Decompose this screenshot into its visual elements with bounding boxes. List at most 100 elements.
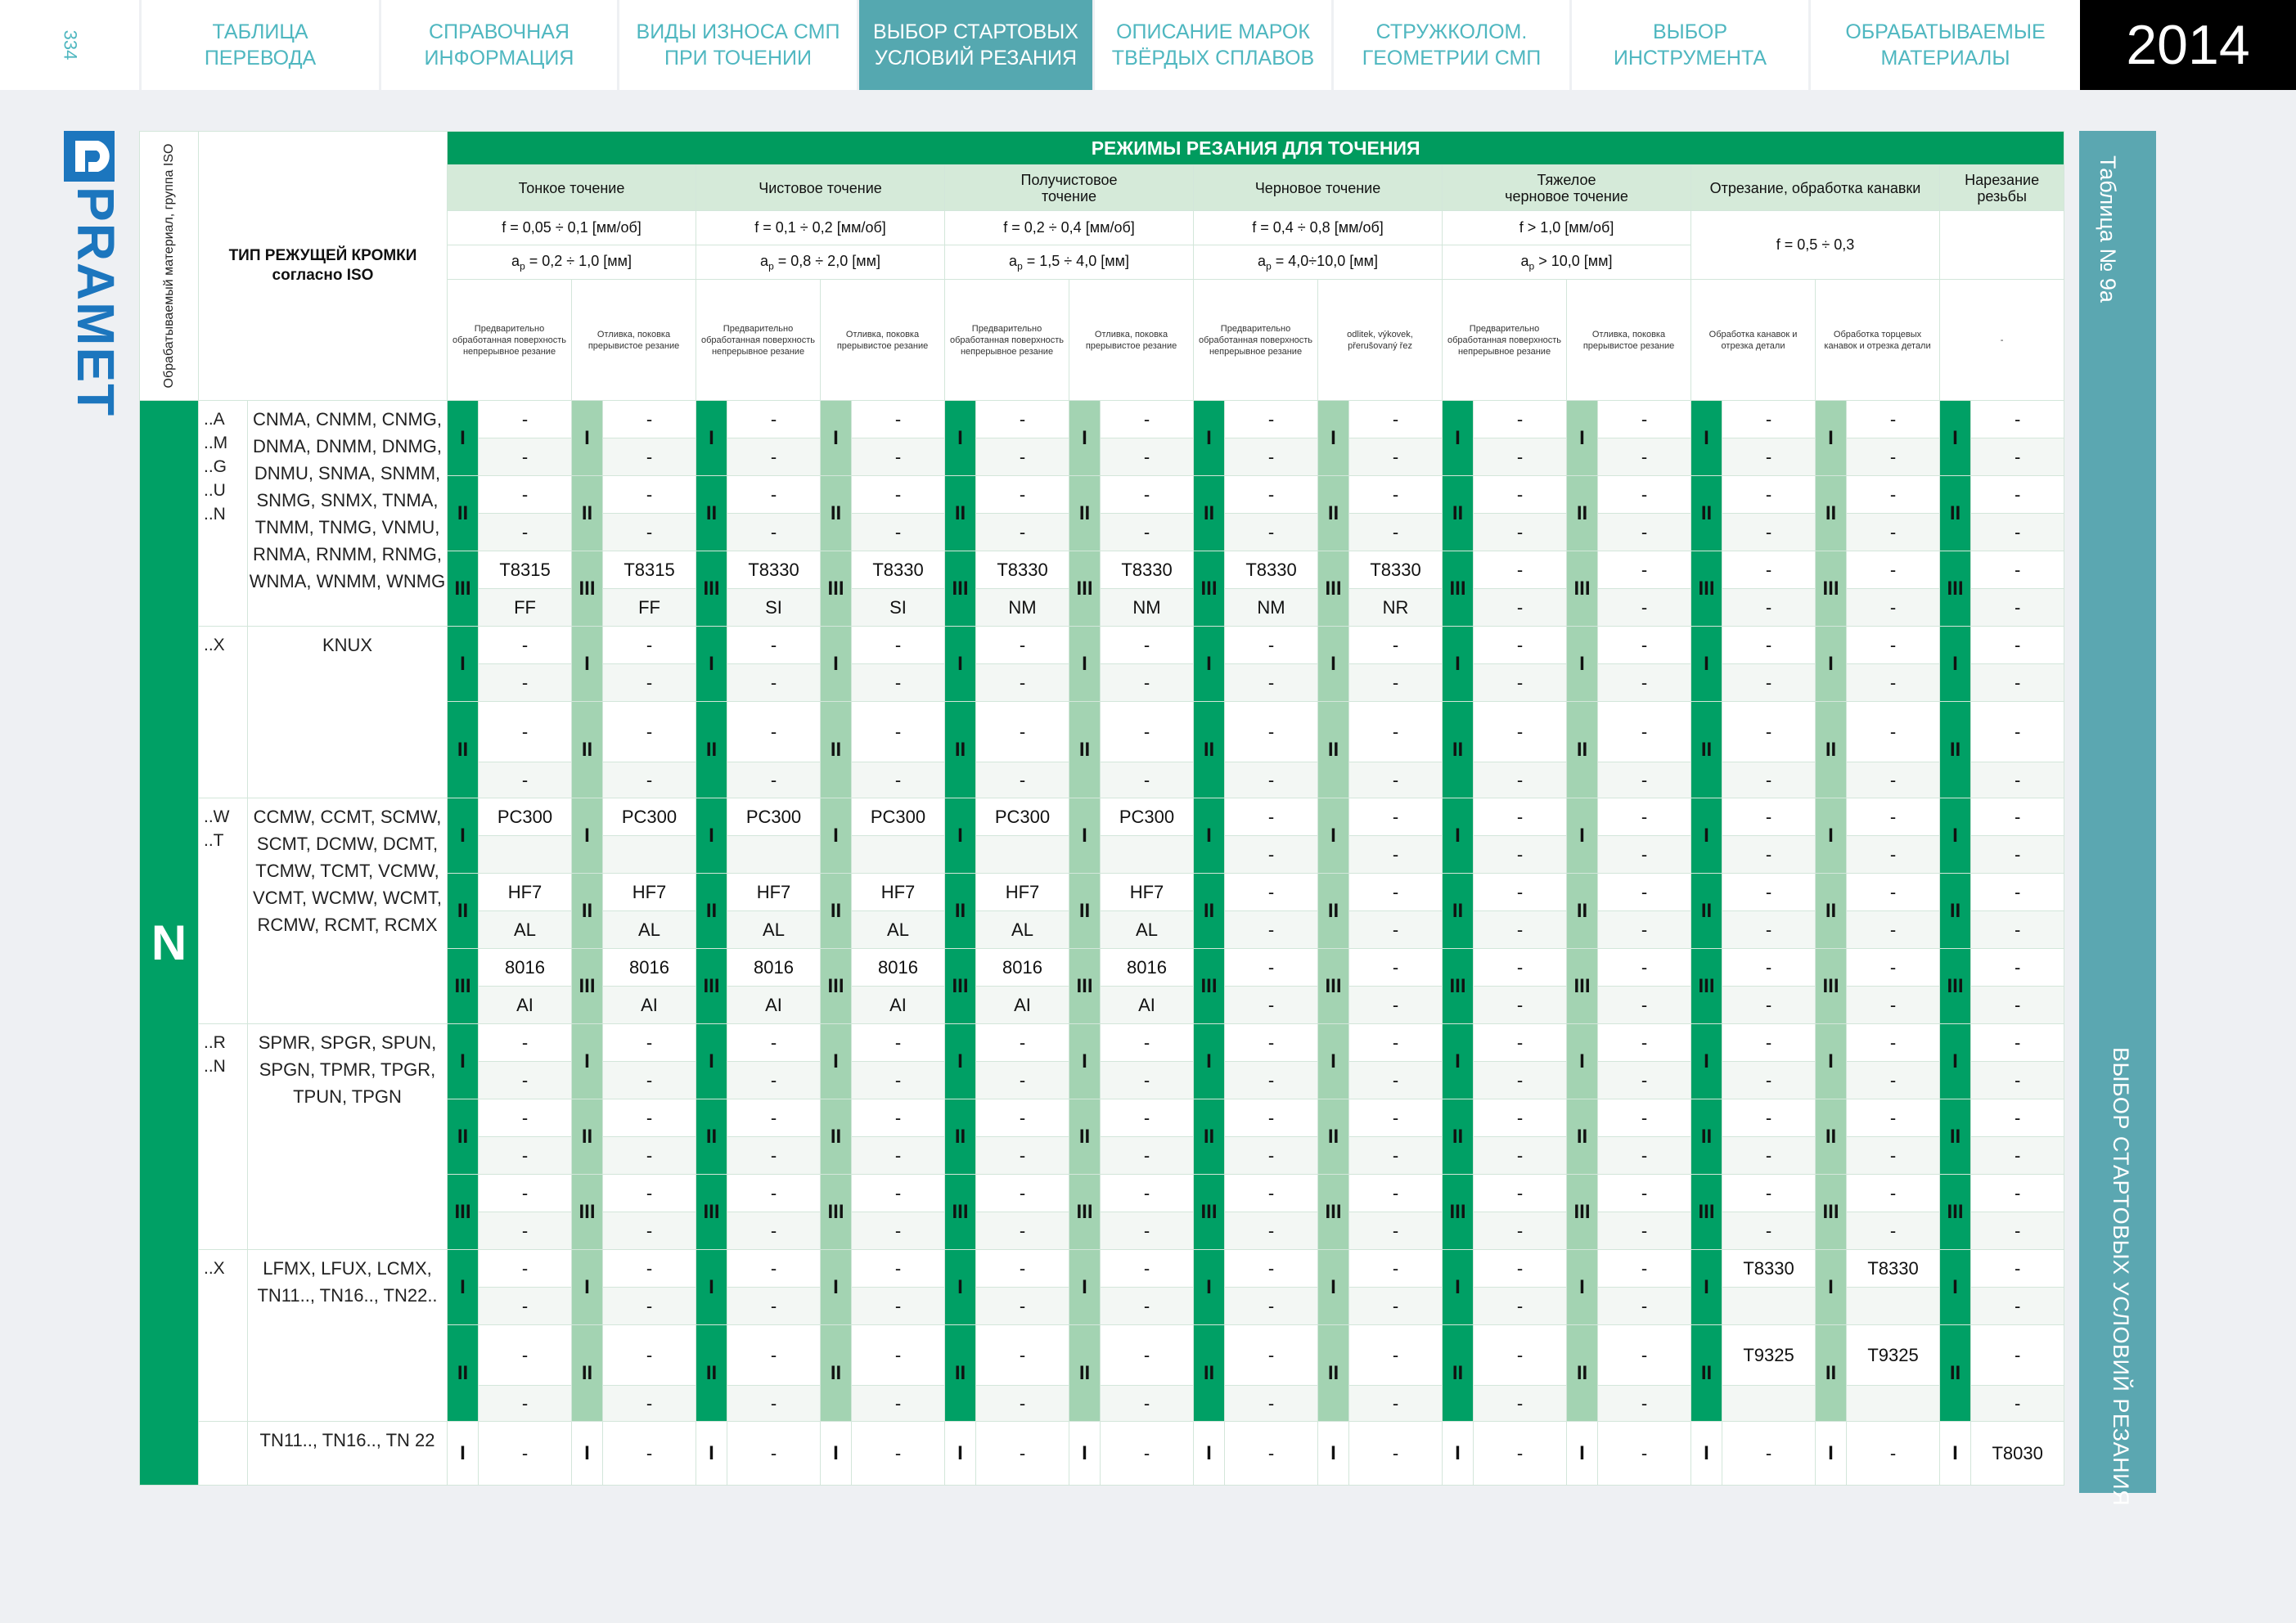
machining-stability-marker: III — [696, 1174, 728, 1250]
feed-value: f = 0,4 ÷ 0,8 [мм/об] — [1193, 210, 1443, 245]
grade-cell: - — [1473, 835, 1568, 874]
grade-cell: - — [1597, 835, 1692, 874]
grade-cell: - — [1846, 762, 1941, 798]
grade-cell: - — [1348, 835, 1443, 874]
header-row-conditions: Предварительно обработанная поверхность … — [140, 279, 2065, 401]
grade-cell — [1846, 1385, 1941, 1422]
grade-cell: - — [1224, 475, 1319, 514]
machining-stability-marker: II — [447, 1099, 479, 1175]
machining-stability-marker: I — [571, 1023, 604, 1099]
grade-cell: - — [1348, 1099, 1443, 1137]
grade-cell: - — [1473, 1249, 1568, 1288]
grade-cell: - — [727, 1385, 822, 1422]
grade-cell: - — [975, 513, 1070, 551]
grade-cell: - — [1224, 701, 1319, 762]
machining-stability-marker: II — [1690, 1324, 1723, 1422]
grade-cell: - — [727, 1174, 822, 1212]
operation-header: Чистовое точение — [696, 164, 946, 211]
grade-cell: - — [1722, 910, 1817, 949]
machining-stability-marker: I — [1939, 626, 1972, 702]
grade-cell: 8016 — [727, 948, 822, 987]
machining-stability-marker: III — [1939, 948, 1972, 1024]
machining-stability-marker: I — [696, 400, 728, 476]
machining-stability-marker: I — [1566, 626, 1599, 702]
grade-cell: - — [851, 1421, 946, 1486]
grade-cell: - — [727, 400, 822, 438]
ap-subscript: p — [1017, 260, 1023, 272]
machining-stability-marker: II — [1317, 1324, 1350, 1422]
machining-stability-marker: I — [571, 400, 604, 476]
grade-cell: - — [1970, 1385, 2065, 1422]
grade-cell: - — [1722, 588, 1817, 627]
machining-stability-marker: II — [696, 1324, 728, 1422]
grade-cell: - — [1597, 798, 1692, 836]
header-row-feed: f = 0,05 ÷ 0,1 [мм/об] f = 0,1 ÷ 0,2 [мм/… — [140, 210, 2065, 280]
grade-cell: - — [1348, 626, 1443, 664]
grade-cell: - — [1846, 873, 1941, 911]
grade-cell: - — [602, 438, 697, 476]
nav-tab-6[interactable]: СТРУЖКОЛОМ. ГЕОМЕТРИИ СМП — [1331, 0, 1569, 90]
machining-stability-marker: II — [696, 873, 728, 949]
grade-cell: - — [1224, 910, 1319, 949]
machining-stability-marker: II — [1193, 701, 1226, 798]
ap-symbol: a — [760, 252, 769, 269]
grade-cell: - — [1597, 663, 1692, 702]
grade-cell: - — [1846, 835, 1941, 874]
machining-stability-marker: II — [696, 1099, 728, 1175]
machining-stability-marker: I — [820, 626, 853, 702]
depth-value: ap = 4,0÷10,0 [мм] — [1193, 245, 1443, 280]
grade-cell: - — [975, 701, 1070, 762]
machining-stability-marker: II — [1815, 873, 1848, 949]
condition-header: Предварительно обработанная поверхность … — [447, 279, 573, 401]
nav-tab-5[interactable]: ОПИСАНИЕ МАРОК ТВЁРДЫХ СПЛАВОВ — [1092, 0, 1331, 90]
nav-tab-1[interactable]: ТАБЛИЦА ПЕРЕВОДА — [139, 0, 379, 90]
table-row: II - II - II - II - II - II - II - II - II - II - II T9325 II T… — [140, 1324, 2065, 1422]
machining-stability-marker: III — [447, 1174, 479, 1250]
grooving-header: Отрезание, обработка канавки — [1690, 164, 1941, 211]
nav-tab-3[interactable]: ВИДЫ ИЗНОСА СМП ПРИ ТОЧЕНИИ — [617, 0, 857, 90]
nav-tab-4[interactable]: ВЫБОР СТАРТОВЫХ УСЛОВИЙ РЕЗАНИЯ — [857, 0, 1092, 90]
grade-cell: - — [1348, 1249, 1443, 1288]
machining-stability-marker: I — [820, 1421, 853, 1486]
machining-stability-marker: III — [1193, 551, 1226, 627]
machining-stability-marker: II — [1069, 1324, 1101, 1422]
grade-cell: - — [1348, 513, 1443, 551]
grade-cell: - — [478, 513, 573, 551]
grade-cell: - — [1473, 1385, 1568, 1422]
grade-cell: - — [602, 1324, 697, 1386]
machining-stability-marker: III — [820, 948, 853, 1024]
condition-header: Предварительно обработанная поверхность … — [944, 279, 1070, 401]
cutting-data-table: Обрабатываемый материал, группа ISO ТИП Р… — [139, 131, 2065, 1486]
grade-cell: - — [602, 1287, 697, 1325]
grade-cell: - — [975, 1385, 1070, 1422]
grade-cell: - — [478, 1324, 573, 1386]
nav-tab-2[interactable]: СПРАВОЧНАЯ ИНФОРМАЦИЯ — [379, 0, 617, 90]
grade-cell: - — [1722, 663, 1817, 702]
feed-value: f > 1,0 [мм/об] — [1442, 210, 1692, 245]
machining-stability-marker: II — [571, 1099, 604, 1175]
grade-cell: - — [1473, 663, 1568, 702]
machining-stability-marker: I — [1815, 1249, 1848, 1325]
grade-cell: AL — [602, 910, 697, 949]
nav-tab-7[interactable]: ВЫБОР ИНСТРУМЕНТА — [1569, 0, 1808, 90]
machining-stability-marker: I — [1442, 1249, 1474, 1325]
grade-cell: - — [1348, 1385, 1443, 1422]
machining-stability-marker: I — [1442, 626, 1474, 702]
grade-cell: - — [1846, 663, 1941, 702]
grade-cell: - — [1597, 438, 1692, 476]
machining-stability-marker: I — [447, 798, 479, 874]
grade-cell: - — [1348, 701, 1443, 762]
grade-cell: - — [727, 626, 822, 664]
grade-cell: - — [1846, 798, 1941, 836]
grade-cell: - — [1473, 1099, 1568, 1137]
grade-cell: - — [1597, 1287, 1692, 1325]
machining-stability-marker: I — [1442, 400, 1474, 476]
machining-stability-marker: II — [1442, 475, 1474, 551]
grade-cell: T8330 — [851, 551, 946, 589]
grade-cell: - — [1348, 475, 1443, 514]
grade-cell: - — [1597, 626, 1692, 664]
grade-cell: PC300 — [727, 798, 822, 836]
grade-cell: - — [1473, 588, 1568, 627]
nav-tab-8[interactable]: ОБРАБАТЫВАЕМЫЕ МАТЕРИАЛЫ — [1808, 0, 2080, 90]
machining-stability-marker: II — [1690, 475, 1723, 551]
